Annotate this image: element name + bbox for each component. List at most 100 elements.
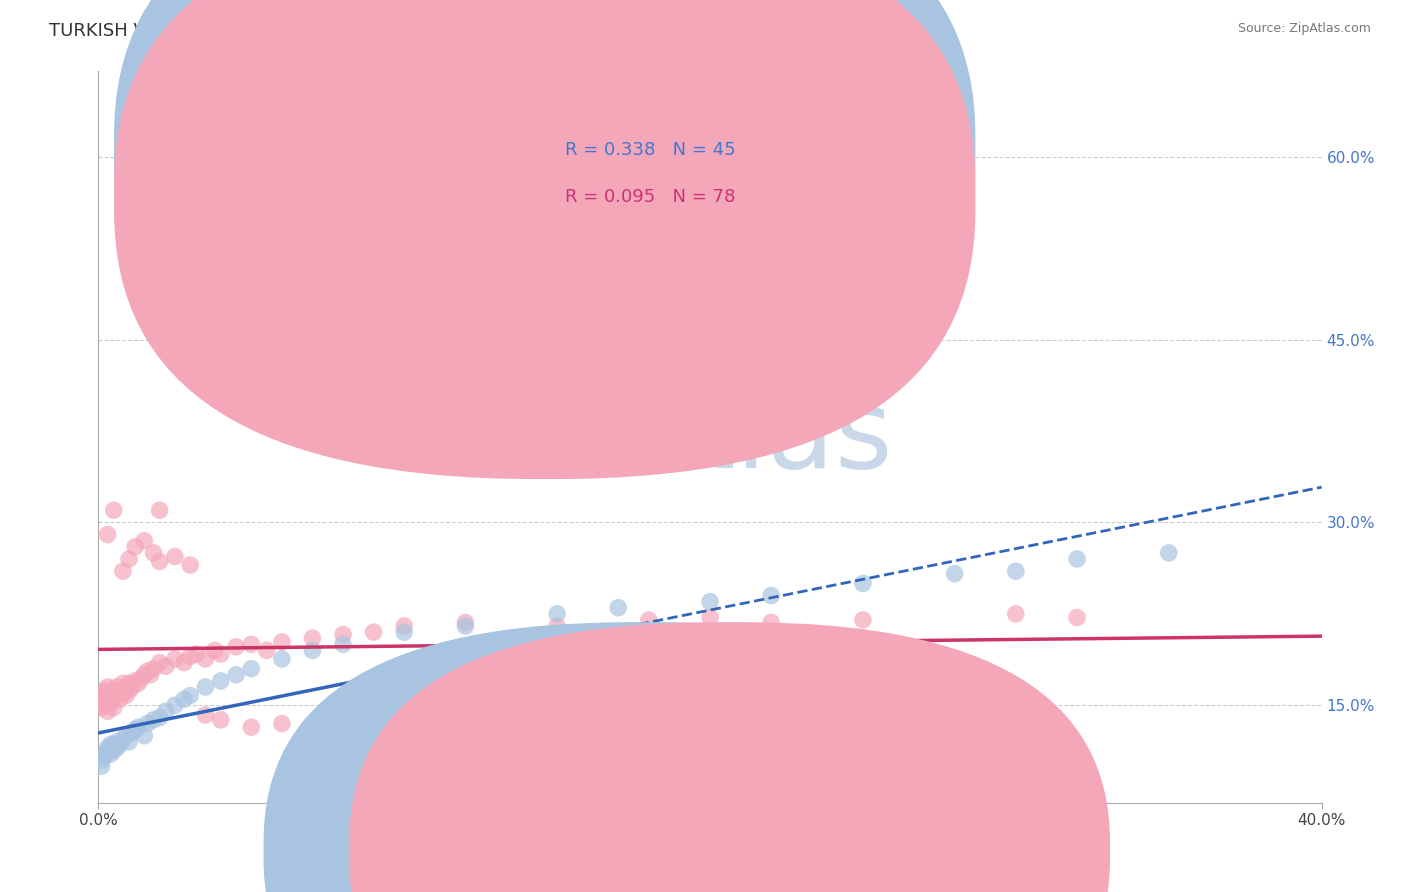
- Point: [136, 716, 159, 731]
- Point: [332, 637, 354, 651]
- Point: [93, 683, 115, 698]
- Point: [111, 732, 134, 747]
- Point: [90, 692, 112, 706]
- FancyBboxPatch shape: [263, 622, 1025, 892]
- Point: [90, 753, 112, 767]
- Point: [97, 527, 120, 541]
- Point: [121, 680, 143, 694]
- Point: [392, 625, 416, 640]
- Point: [607, 600, 630, 615]
- Point: [100, 747, 122, 761]
- Point: [108, 692, 131, 706]
- Point: [103, 743, 125, 757]
- Point: [139, 667, 162, 682]
- Point: [173, 692, 195, 706]
- Point: [134, 729, 156, 743]
- Point: [155, 705, 177, 719]
- Point: [90, 759, 112, 773]
- Point: [852, 613, 875, 627]
- Point: [142, 546, 165, 560]
- Point: [111, 676, 134, 690]
- Point: [392, 729, 416, 743]
- Point: [163, 698, 186, 713]
- Point: [301, 632, 323, 646]
- Point: [240, 662, 263, 676]
- Point: [105, 680, 128, 694]
- Point: [108, 737, 131, 751]
- Point: [270, 652, 292, 666]
- Point: [1157, 546, 1180, 560]
- Point: [1066, 610, 1088, 624]
- Point: [103, 739, 125, 753]
- Point: [100, 686, 122, 700]
- Point: [699, 610, 721, 624]
- Point: [332, 725, 354, 739]
- Point: [118, 676, 141, 690]
- Point: [225, 640, 247, 654]
- Point: [301, 643, 323, 657]
- Point: [173, 656, 195, 670]
- Point: [270, 716, 292, 731]
- Point: [136, 664, 159, 678]
- Point: [90, 700, 112, 714]
- Point: [93, 749, 115, 764]
- Point: [100, 689, 122, 703]
- Point: [97, 740, 120, 755]
- Point: [93, 689, 115, 703]
- Text: Basques: Basques: [752, 843, 818, 858]
- Point: [163, 549, 186, 564]
- Point: [118, 683, 141, 698]
- Point: [1066, 552, 1088, 566]
- Point: [103, 700, 125, 714]
- Point: [97, 680, 120, 694]
- Point: [1004, 564, 1026, 578]
- Point: [118, 735, 141, 749]
- Point: [194, 680, 217, 694]
- Point: [240, 720, 263, 734]
- Point: [194, 652, 217, 666]
- Point: [97, 692, 120, 706]
- Point: [105, 689, 128, 703]
- Point: [111, 686, 134, 700]
- Text: TURKISH VS BASQUE FEMALE DISABILITY CORRELATION CHART: TURKISH VS BASQUE FEMALE DISABILITY CORR…: [49, 22, 619, 40]
- Point: [90, 686, 112, 700]
- Point: [454, 619, 477, 633]
- Point: [149, 503, 172, 517]
- Point: [194, 708, 217, 723]
- Point: [93, 698, 115, 713]
- Point: [93, 747, 115, 761]
- Point: [1004, 607, 1026, 621]
- Point: [100, 737, 122, 751]
- Point: [454, 615, 477, 630]
- Point: [111, 564, 134, 578]
- Point: [759, 589, 782, 603]
- Point: [105, 735, 128, 749]
- Point: [115, 729, 138, 743]
- Point: [392, 619, 416, 633]
- Text: R = 0.338   N = 45: R = 0.338 N = 45: [565, 141, 735, 159]
- Point: [332, 627, 354, 641]
- Point: [546, 607, 568, 621]
- Point: [124, 673, 146, 688]
- Point: [179, 649, 201, 664]
- Point: [209, 713, 232, 727]
- Point: [103, 692, 125, 706]
- Point: [127, 676, 149, 690]
- Point: [115, 689, 138, 703]
- Point: [97, 745, 120, 759]
- Point: [852, 576, 875, 591]
- Text: Turks: Turks: [668, 843, 707, 858]
- Point: [546, 740, 568, 755]
- Point: [173, 160, 195, 174]
- Point: [129, 672, 152, 686]
- Point: [1004, 745, 1026, 759]
- Point: [637, 613, 661, 627]
- Point: [105, 740, 128, 755]
- Point: [246, 339, 269, 353]
- Point: [256, 643, 278, 657]
- Text: ZIP: ZIP: [409, 384, 612, 491]
- Point: [121, 725, 143, 739]
- Point: [115, 680, 138, 694]
- Text: Source: ZipAtlas.com: Source: ZipAtlas.com: [1237, 22, 1371, 36]
- Point: [142, 662, 165, 676]
